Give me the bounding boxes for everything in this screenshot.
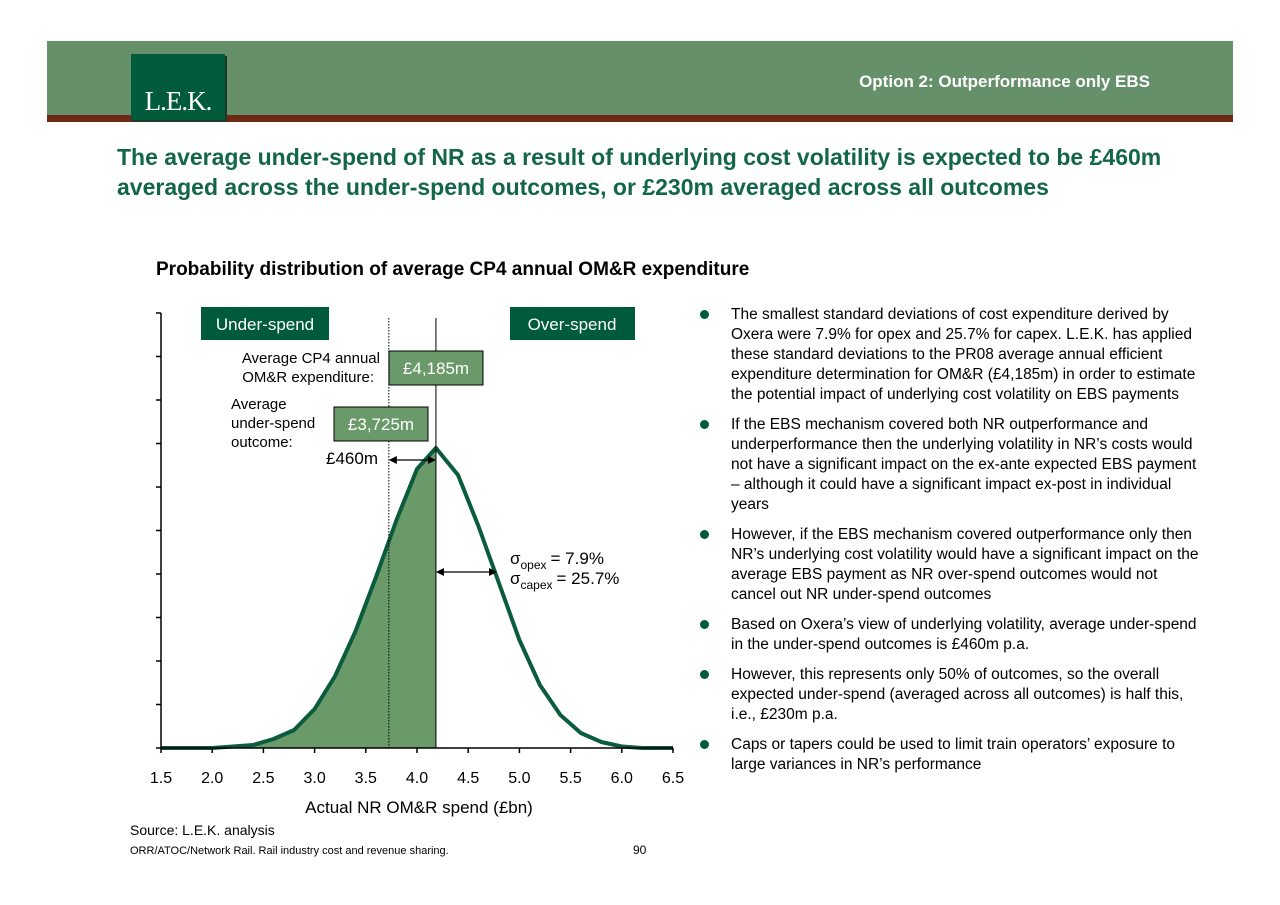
footer-text: ORR/ATOC/Network Rail. Rail industry cos… [130, 845, 449, 857]
bullet-text: Caps or tapers could be used to limit tr… [731, 736, 1175, 773]
bullet-icon [700, 310, 709, 319]
x-tick-label: 5.0 [508, 770, 530, 787]
sigma-opex-sub: opex [521, 558, 547, 572]
x-tick-label: 6.5 [662, 770, 684, 787]
x-tick-label: 2.0 [201, 770, 223, 787]
avg-value-box [388, 350, 484, 386]
under-spend-area [161, 448, 436, 748]
under-spend-label: Under-spend [216, 315, 314, 334]
gap-arrow-head-right [427, 456, 436, 464]
bullet-text: Based on Oxera’s view of underlying vola… [731, 616, 1197, 653]
bullet-item: If the EBS mechanism covered both NR out… [700, 415, 1200, 515]
lek-logo [131, 54, 225, 120]
avg-label-line2: OM&R expenditure: [242, 369, 374, 386]
under-value: £3,725m [348, 415, 414, 434]
under-value-box [333, 406, 429, 442]
under-label-line2: under-spend [231, 415, 315, 432]
sigma-arrow [435, 568, 497, 576]
distribution-curve [161, 446, 673, 750]
section-tag: Option 2: Outperformance only EBS [859, 72, 1150, 91]
page-number: 90 [633, 843, 647, 857]
x-tick-label: 6.0 [611, 770, 633, 787]
sigma-opex-value: = 7.9% [551, 549, 604, 568]
over-spend-box [510, 307, 635, 340]
under-label-line1: Average [231, 396, 287, 413]
x-tick-label: 2.5 [252, 770, 274, 787]
avg-label-line1: Average CP4 annual [242, 350, 380, 367]
x-tick-label: 1.5 [150, 770, 172, 787]
avg-value: £4,185m [403, 359, 469, 378]
gap-arrow [388, 456, 436, 464]
x-tick-label: 4.5 [457, 770, 479, 787]
header-band [47, 41, 1233, 115]
x-tick-label: 4.0 [406, 770, 428, 787]
gap-label: £460m [326, 449, 378, 468]
gap-arrow-head-left [388, 456, 397, 464]
page-headline: The average under-spend of NR as a resul… [117, 144, 1162, 200]
under-spend-box [201, 307, 329, 340]
bullet-item: The smallest standard deviations of cost… [700, 305, 1200, 405]
distribution-chart: 1.5 2.0 2.5 3.0 3.5 4.0 4.5 5.0 5.5 6.0 6.5 Under-… [150, 307, 684, 817]
chart-title: Probability distribution of average CP4 … [156, 259, 750, 280]
x-tick-label: 3.5 [355, 770, 377, 787]
source-note: Source: L.E.K. analysis [130, 822, 275, 838]
x-tick-label: 3.0 [303, 770, 325, 787]
sigma-capex-sub: capex [521, 578, 553, 592]
sigma-arrow-head-right [489, 568, 497, 576]
bullet-item: Caps or tapers could be used to limit tr… [700, 735, 1200, 775]
header-rule [47, 115, 1233, 122]
over-spend-label: Over-spend [528, 315, 617, 334]
bullet-item: Based on Oxera’s view of underlying vola… [700, 615, 1200, 655]
sigma-capex: σcapex = 25.7% [510, 569, 619, 592]
bullet-text: The smallest standard deviations of cost… [731, 306, 1196, 403]
bullet-icon [700, 420, 709, 429]
sigma-arrow-head-left [435, 568, 444, 576]
x-tick-label: 5.5 [559, 770, 581, 787]
bullet-list: The smallest standard deviations of cost… [700, 305, 1200, 785]
bullet-text: However, if the EBS mechanism covered ou… [731, 526, 1199, 603]
x-axis-title: Actual NR OM&R spend (£bn) [305, 798, 533, 817]
bullet-icon [700, 740, 709, 749]
sigma-opex: σopex = 7.9% [510, 549, 604, 572]
bullet-icon [700, 670, 709, 679]
bullet-icon [700, 530, 709, 539]
lek-logo-text: L.E.K. [144, 86, 213, 116]
bullet-item: However, if the EBS mechanism covered ou… [700, 525, 1200, 605]
bullet-text: However, this represents only 50% of out… [731, 666, 1184, 723]
sigma-capex-value: = 25.7% [557, 569, 620, 588]
under-label-line3: outcome: [231, 434, 293, 451]
bullet-text: If the EBS mechanism covered both NR out… [731, 416, 1197, 513]
bullet-item: However, this represents only 50% of out… [700, 665, 1200, 725]
bullet-icon [700, 620, 709, 629]
